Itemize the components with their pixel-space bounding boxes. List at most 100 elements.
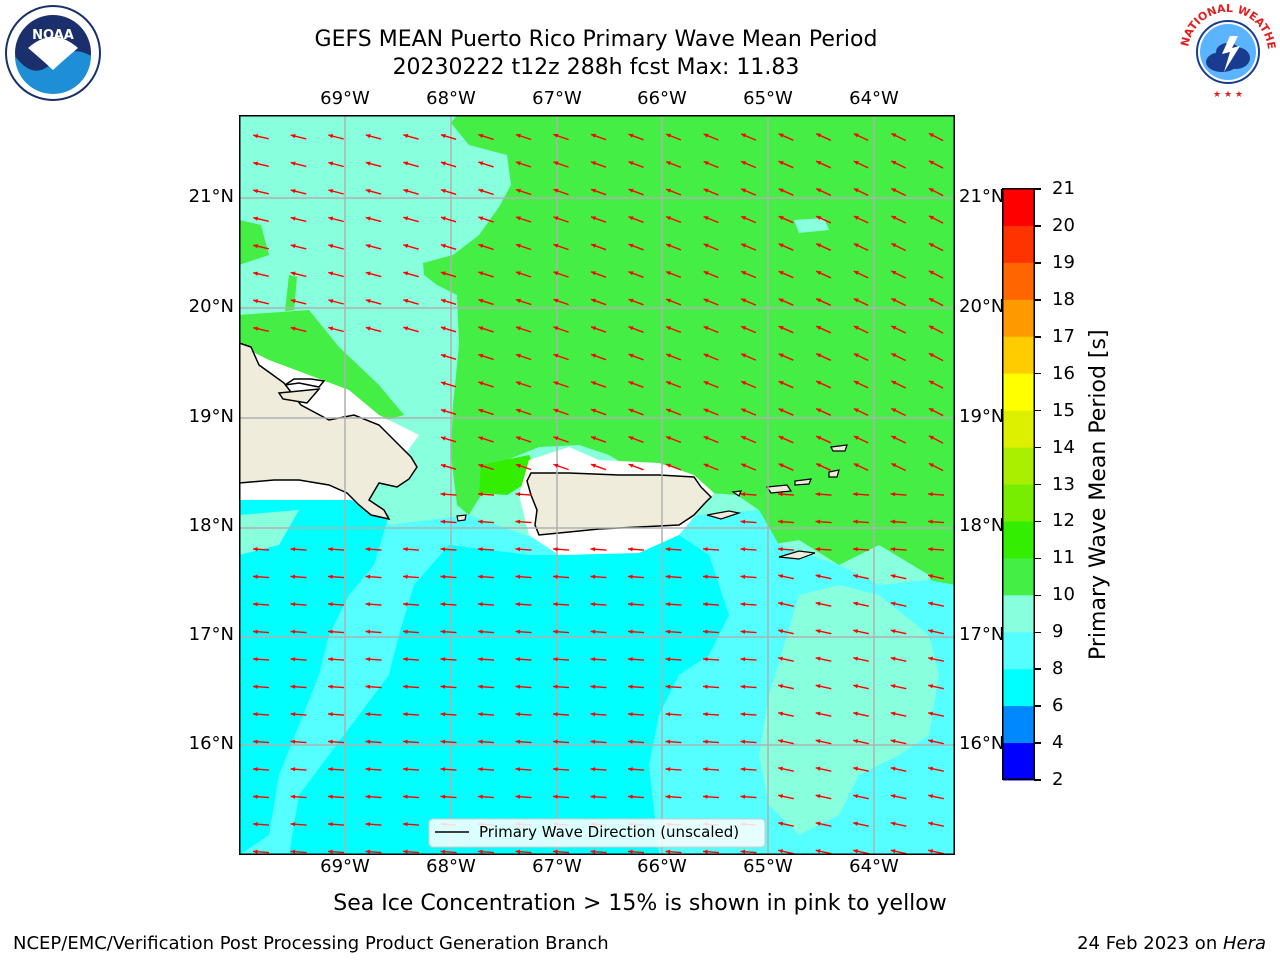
wave-arrow-head [553,408,559,413]
wave-arrow-head [403,739,408,744]
colorbar-tick-mark [1034,336,1041,338]
wave-arrow-head [553,712,558,717]
wave-arrow-head [853,492,858,497]
wave-arrow-head [365,684,371,689]
colorbar-band [1003,336,1034,375]
wave-arrow-head [328,602,333,607]
wave-arrow-head [628,767,633,772]
wave-arrow-head [628,794,633,799]
wave-arrow-head [778,243,784,248]
wave-period-map: Primary Wave Direction (unscaled) [239,115,955,855]
wave-arrow-head [890,492,896,497]
wave-arrow-head [628,547,633,552]
colorbar-tick-label: 16 [1052,362,1075,384]
wave-arrow-head [440,684,446,689]
noaa-logo: NOAA [5,5,101,101]
wave-arrow-head [590,574,596,579]
wave-arrow-head [928,243,934,248]
wave-arrow-head [703,271,709,276]
wave-arrow-head [890,601,896,606]
wave-arrow-head [665,547,671,552]
wave-arrow-head [328,299,334,304]
wave-arrow-head [628,243,634,248]
map-legend: Primary Wave Direction (unscaled) [428,818,766,848]
wave-arrow-head [403,243,409,249]
lat-label-right: 16°N [959,733,1005,754]
wave-arrow-head [628,602,633,607]
wave-arrow-head [365,767,371,772]
wave-arrow-head [628,271,634,276]
wave-arrow-head [478,188,484,193]
wave-arrow-head [665,794,671,799]
wave-arrow-head [928,435,934,440]
wave-arrow-head [853,711,858,716]
wave-arrow-head [853,547,858,552]
wave-arrow-head [741,298,747,303]
wave-arrow-head [890,684,896,689]
wave-arrow-head [815,794,821,799]
wave-arrow-head [365,299,371,304]
wave-arrow-head [853,326,859,330]
wave-arrow-head [515,271,521,276]
wave-arrow-head [891,271,897,275]
field-6-8 [239,500,389,855]
wave-arrow-head [253,822,258,827]
wave-arrow-head [891,436,897,440]
wave-arrow-head [628,161,634,166]
wave-arrow-head [403,684,408,689]
wave-arrow-head [853,381,859,385]
puerto-rico-land [526,472,713,536]
hispaniola-land [239,342,418,521]
wave-arrow-head [553,381,559,386]
wave-arrow-head [778,492,783,497]
wave-arrow-head [853,408,859,413]
wave-arrow-head [741,216,747,221]
wave-arrow-head [665,602,671,607]
wave-arrow-head [778,574,783,579]
wave-arrow-head [928,408,934,413]
wave-arrow-head [703,739,708,744]
wave-arrow-head [891,298,897,303]
wave-arrow-head [591,381,596,386]
colorbar-band [1003,189,1034,227]
wave-arrow-head [740,492,746,497]
lat-label-right: 19°N [959,406,1005,427]
colorbar-tick-label: 17 [1052,325,1075,347]
wave-arrow-head [290,767,296,772]
wave-arrow-head [440,657,446,662]
wave-arrow-head [666,353,671,358]
wave-arrow-head [628,739,633,744]
wave-arrow-head [515,326,521,331]
wave-arrow-head [778,766,783,771]
wave-arrow-head [440,547,446,552]
colorbar-tick-label: 2 [1052,769,1064,790]
wave-arrow-head [590,767,596,772]
wave-arrow-head [478,794,483,799]
wave-arrow-head [553,216,559,221]
wave-arrow-head [440,408,446,414]
wave-arrow-head [666,243,671,248]
wave-arrow-head [703,436,709,441]
wave-arrow-head [478,849,483,854]
wave-arrow-head [628,133,634,138]
wave-arrow-head [628,712,633,717]
wave-arrow-head [365,739,371,744]
wave-arrow-head [253,684,258,689]
map-title: GEFS MEAN Puerto Rico Primary Wave Mean … [314,27,878,52]
wave-arrow-head [515,547,521,552]
wave-arrow-head [853,794,858,799]
wave-arrow-head [403,161,409,166]
wave-arrow-head [703,574,708,579]
colorbar-tick-label: 18 [1052,288,1075,310]
wave-arrow-head [403,657,408,662]
wave-arrow-head [515,298,521,303]
wave-arrow-head [815,656,821,661]
wave-arrow-head [290,216,296,221]
wave-arrow-head [816,133,822,138]
wave-arrow-head [928,821,933,826]
colorbar-tick-mark [1034,262,1041,264]
wave-arrow-head [815,766,821,771]
wave-arrow-head [778,161,784,166]
wave-arrow-head [478,739,483,744]
lat-label-right: 17°N [959,624,1005,645]
